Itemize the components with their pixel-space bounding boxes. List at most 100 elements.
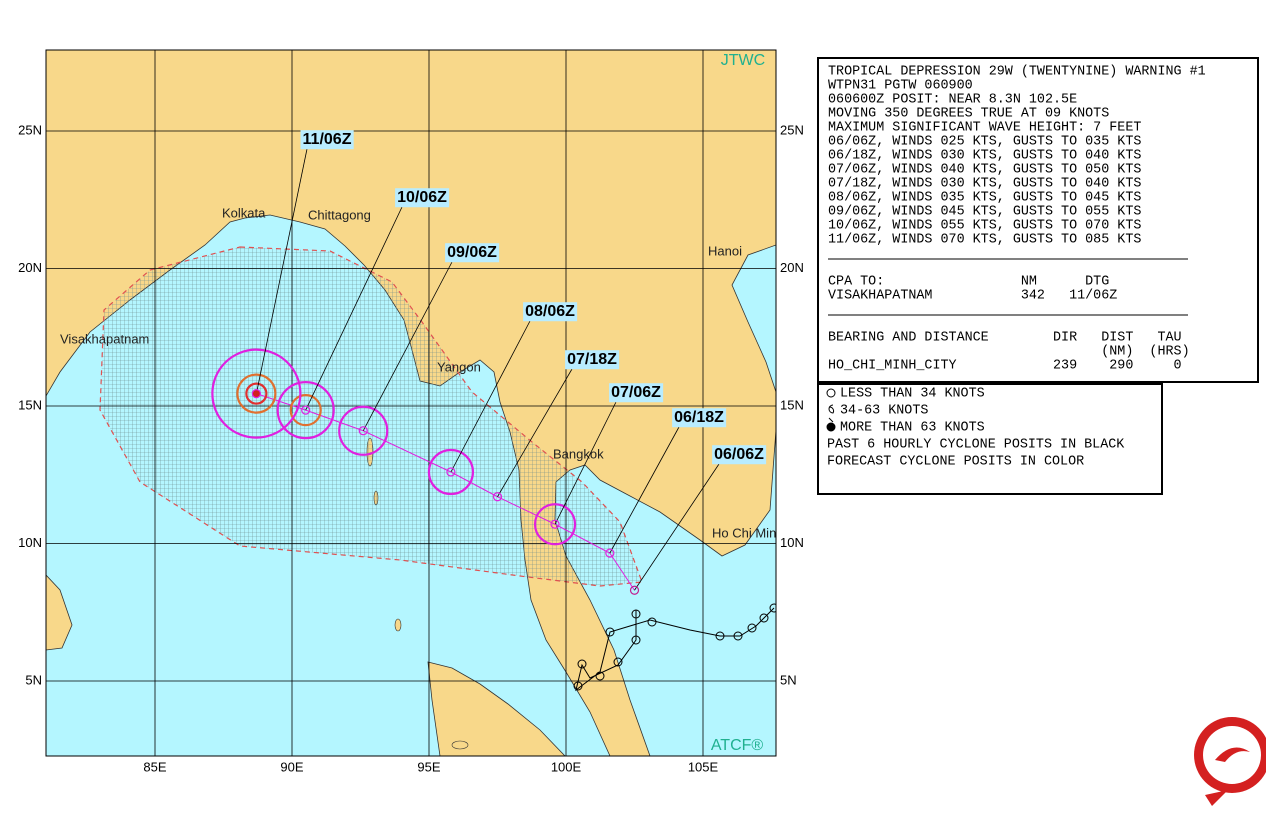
wind-radius <box>427 448 475 496</box>
warning-line: 06/06Z, WINDS 025 KTS, GUSTS TO 035 KTS <box>828 135 1141 150</box>
forecast-label: 06/06Z <box>714 446 764 463</box>
place-label: Kolkata <box>222 205 266 220</box>
place-label: Visakhapatnam <box>60 331 149 346</box>
lat-tick-label: 10N <box>18 535 42 550</box>
logo <box>1194 717 1266 806</box>
label-leader <box>497 368 573 497</box>
forecast-posit <box>446 467 456 477</box>
label-bg <box>395 188 450 208</box>
warning-line: TROPICAL DEPRESSION 29W (TWENTYNINE) WAR… <box>828 65 1206 80</box>
forecast-label: 06/18Z <box>674 409 724 426</box>
sumatra <box>427 661 566 756</box>
legend-box <box>817 383 1163 495</box>
lat-tick-label: 20N <box>18 260 42 275</box>
bearing-line: HO_CHI_MINH_CITY 239 290 0 <box>828 359 1182 374</box>
lat-tick-label: 5N <box>25 672 42 687</box>
forecast-posit <box>605 548 615 558</box>
wind-radius <box>533 503 577 546</box>
forecast-posit <box>550 519 560 529</box>
legend-symbols <box>826 388 836 432</box>
place-label: Hanoi <box>708 243 742 258</box>
label-bg <box>672 408 727 428</box>
forecast-label: 07/06Z <box>611 384 661 401</box>
cpa-line: VISAKHAPATNAM 342 11/06Z <box>828 289 1117 304</box>
label-bg <box>523 302 578 322</box>
label-leader <box>609 426 680 554</box>
warning-line: MAXIMUM SIGNIFICANT WAVE HEIGHT: 7 FEET <box>828 121 1141 136</box>
sri-lanka <box>46 574 73 651</box>
forecast-posit <box>358 426 368 436</box>
wind-radius <box>289 394 322 427</box>
forecast-label: 07/18Z <box>567 351 617 368</box>
wind-radius <box>276 381 335 440</box>
label-leader <box>362 261 453 431</box>
lon-tick-label: 85E <box>143 759 166 774</box>
label-leader <box>255 148 308 394</box>
forecast-posit <box>492 492 503 502</box>
forecast-posit <box>301 405 311 415</box>
warning-line: 09/06Z, WINDS 045 KTS, GUSTS TO 055 KTS <box>828 205 1141 220</box>
forecast-posit <box>629 585 640 595</box>
cpa-line: CPA TO: NM DTG <box>828 275 1109 290</box>
past-track <box>573 603 776 692</box>
label-bg <box>445 243 500 263</box>
watermark: JTWC <box>721 52 765 69</box>
lat-tick-label: 5N <box>780 672 797 687</box>
place-label: Bangkok <box>553 446 604 461</box>
place-label: Ho Chi Minh <box>712 525 784 540</box>
label-bg <box>609 383 664 403</box>
lat-tick-label: 10N <box>780 535 804 550</box>
lat-tick-label: 15N <box>18 397 42 412</box>
label-leader <box>450 320 531 473</box>
warning-box <box>817 57 1259 383</box>
lon-tick-label: 100E <box>551 759 582 774</box>
wind-radius <box>211 348 302 439</box>
graticule <box>46 50 776 756</box>
mainland <box>46 50 776 756</box>
bearing-line: (NM) (HRS) <box>828 345 1190 360</box>
lon-tick-label: 95E <box>417 759 440 774</box>
wind-radius <box>245 382 268 405</box>
wind-radius <box>236 373 277 414</box>
warning-line: WTPN31 PGTW 060900 <box>828 79 973 94</box>
lat-tick-label: 25N <box>18 122 42 137</box>
label-leader <box>634 463 720 591</box>
lat-tick-label: 15N <box>780 397 804 412</box>
forecast-label: 11/06Z <box>303 131 352 148</box>
lon-tick-label: 105E <box>688 759 719 774</box>
place-label: Yangon <box>437 359 481 374</box>
forecast-track <box>256 393 635 591</box>
warning-line: 07/18Z, WINDS 030 KTS, GUSTS TO 040 KTS <box>828 177 1141 192</box>
forecast-label: 10/06Z <box>397 189 447 206</box>
warning-line: 10/06Z, WINDS 055 KTS, GUSTS TO 070 KTS <box>828 219 1141 234</box>
bearing-line: BEARING AND DISTANCE DIR DIST TAU <box>828 331 1182 346</box>
place-label: Chittagong <box>308 207 371 222</box>
label-leader <box>305 206 403 411</box>
warning-line: 11/06Z, WINDS 070 KTS, GUSTS TO 085 KTS <box>828 233 1141 248</box>
warning-line: 08/06Z, WINDS 035 KTS, GUSTS TO 045 KTS <box>828 191 1141 206</box>
legend-line: LESS THAN 34 KNOTS <box>840 387 985 402</box>
wind-radius <box>338 405 389 456</box>
map: Kolkata Chittagong Hanoi Visakhapatnam Yango… <box>46 50 784 756</box>
forecast-label: 09/06Z <box>447 244 497 261</box>
label-bg <box>565 350 620 370</box>
forecast-posit <box>251 389 261 399</box>
warning-line: 060600Z POSIT: NEAR 8.3N 102.5E <box>828 93 1077 108</box>
legend-line: MORE THAN 63 KNOTS <box>840 421 985 436</box>
map-frame <box>45 49 777 757</box>
label-leader <box>554 401 617 525</box>
forecast-label: 08/06Z <box>525 303 575 320</box>
watermark: ATCF® <box>711 737 764 754</box>
legend-line: FORECAST CYCLONE POSITS IN COLOR <box>827 455 1084 470</box>
legend-line: 34-63 KNOTS <box>840 404 928 419</box>
lat-tick-label: 25N <box>780 122 804 137</box>
label-bg <box>712 445 767 465</box>
lat-tick-label: 20N <box>780 260 804 275</box>
warning-line: 06/18Z, WINDS 030 KTS, GUSTS TO 040 KTS <box>828 149 1141 164</box>
lon-tick-label: 90E <box>280 759 303 774</box>
warning-line: MOVING 350 DEGREES TRUE AT 09 KNOTS <box>828 107 1109 122</box>
legend-line: PAST 6 HOURLY CYCLONE POSITS IN BLACK <box>827 438 1125 453</box>
warning-line: 07/06Z, WINDS 040 KTS, GUSTS TO 050 KTS <box>828 163 1141 178</box>
